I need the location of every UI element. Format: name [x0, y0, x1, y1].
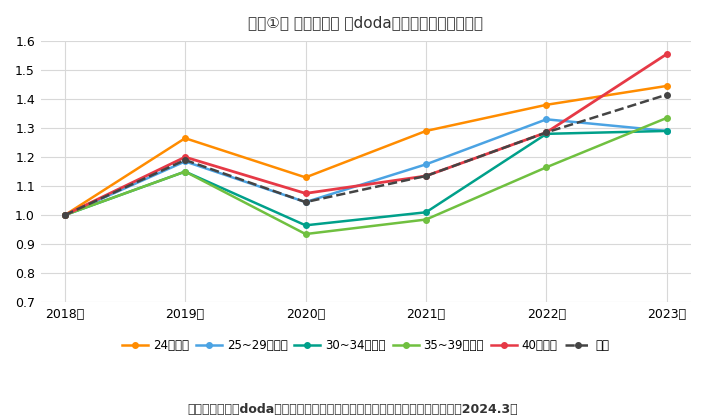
Text: 転職サービス「doda」、「ミドル層の異業種・異職種転職実態レポート」（2024.3）: 転職サービス「doda」、「ミドル層の異業種・異職種転職実態レポート」（2024…	[188, 403, 518, 416]
Title: 『図①』 年齢区分別 「doda」新規登録者数の推移: 『図①』 年齢区分別 「doda」新規登録者数の推移	[249, 15, 484, 30]
Legend: 24歳以下, 25~29歳以下, 30~34歳以下, 35~39歳以下, 40歳以上, 全体: 24歳以下, 25~29歳以下, 30~34歳以下, 35~39歳以下, 40歳…	[117, 334, 614, 357]
